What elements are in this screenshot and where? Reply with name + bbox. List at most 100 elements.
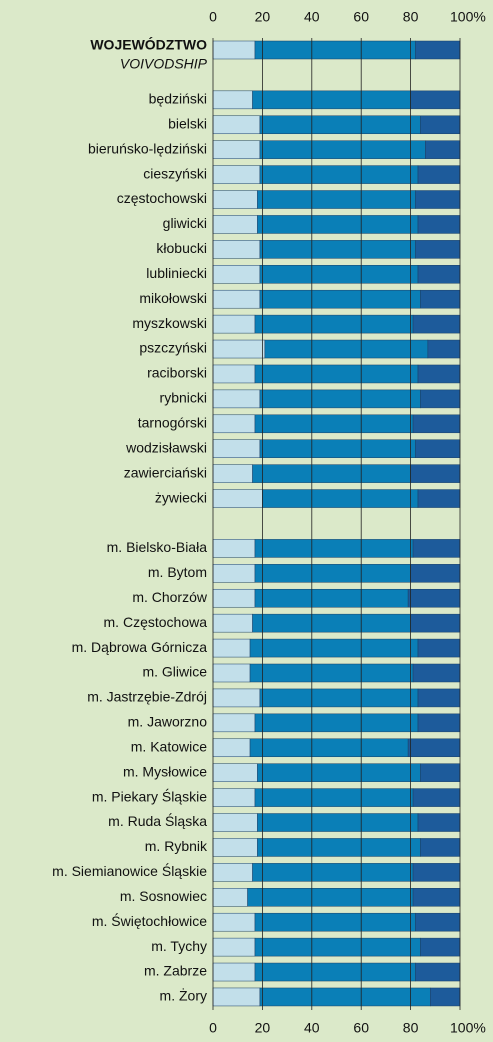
bar-segment (254, 588, 409, 608)
bar-segment (212, 813, 258, 832)
bar-segment (212, 713, 256, 733)
bar-segment (254, 962, 416, 982)
bar-segment (212, 588, 256, 608)
category-label: m. Rybnik (145, 838, 208, 854)
bar-segment (257, 813, 419, 832)
bar-segment (212, 638, 251, 658)
bar-segment (247, 888, 414, 907)
bar-segment (212, 190, 258, 209)
bar-segment (412, 788, 461, 807)
bar-segment (415, 40, 461, 60)
x-tick-label: 20 (255, 9, 271, 25)
category-label: będziński (149, 91, 207, 107)
category-label: mikołowski (139, 290, 207, 306)
x-tick-label: 80 (403, 9, 419, 25)
bar-segment (420, 289, 461, 309)
bar-segment (252, 613, 411, 633)
bar-segment (212, 888, 248, 907)
category-label: m. Siemianowice Śląskie (52, 862, 207, 879)
bar-segment (254, 788, 414, 807)
category-label: bielski (168, 115, 207, 131)
bar-segment (212, 838, 258, 857)
bar-segment (212, 140, 261, 159)
category-label: lubliniecki (146, 265, 207, 281)
bar-segment (259, 115, 421, 135)
x-tick-label: 40 (304, 1020, 320, 1036)
bar-segment (410, 564, 461, 583)
bar-segment (415, 240, 461, 259)
bar-segment (420, 763, 461, 782)
bar-segment (417, 165, 461, 184)
bar-segment (252, 90, 411, 110)
category-label: m. Bielsko-Biała (107, 539, 208, 555)
category-label: m. Mysłowice (123, 763, 207, 779)
bar-segment (407, 588, 461, 608)
category-label: cieszyński (143, 165, 207, 181)
bar-segment (259, 987, 431, 1007)
x-tick-label: 60 (353, 1020, 369, 1036)
bar-segment (420, 115, 461, 135)
bar-segment (412, 863, 461, 882)
category-label: m. Jaworzno (128, 714, 208, 730)
category-label: m. Chorzów (132, 589, 208, 605)
category-label: raciborski (147, 365, 207, 381)
bar-segment (410, 464, 461, 483)
bar-segment (212, 289, 261, 309)
bar-segment (259, 240, 416, 259)
bar-segment (212, 165, 261, 184)
x-tick-label: 20 (255, 1020, 271, 1036)
bar-segment (254, 912, 416, 932)
category-label: m. Piekary Śląskie (92, 787, 207, 804)
category-label: rybnicki (160, 390, 207, 406)
bar-segment (212, 539, 256, 558)
bar-segment (212, 738, 251, 758)
bar-segment (259, 389, 421, 409)
bar-segment (257, 838, 421, 857)
bar-segment (417, 688, 461, 708)
bar-segment (420, 838, 461, 857)
category-label: m. Częstochowa (104, 614, 208, 630)
bar-segment (212, 414, 256, 434)
bar-segment (254, 414, 414, 434)
category-label: m. Żory (160, 987, 207, 1004)
bar-segment (212, 314, 256, 334)
category-label: tarnogórski (138, 415, 207, 431)
bar-segment (259, 688, 419, 708)
bar-segment (417, 713, 461, 733)
x-tick-label: 80 (403, 1020, 419, 1036)
bar-segment (420, 389, 461, 409)
bar-segment (417, 489, 461, 508)
bar-segment (415, 962, 461, 982)
category-label: m. Sosnowiec (120, 888, 207, 904)
category-label: m. Zabrze (144, 963, 207, 979)
category-sublabel: VOIVODSHIP (120, 56, 208, 72)
bar-segment (252, 464, 411, 483)
bar-segment (254, 314, 414, 334)
bar-segment (252, 863, 414, 882)
bar-segment (417, 364, 461, 384)
bar-segment (415, 439, 461, 458)
bar-segment (249, 663, 414, 683)
bar-segment (212, 613, 253, 633)
bar-segment (212, 489, 263, 508)
bar-segment (249, 638, 419, 658)
bar-segment (259, 140, 426, 159)
bar-segment (410, 613, 461, 633)
bar-segment (212, 464, 253, 483)
bar-segment (430, 987, 461, 1007)
x-tick-label: 40 (304, 9, 320, 25)
bar-segment (212, 265, 261, 284)
bar-segment (257, 763, 421, 782)
bar-segment (212, 40, 256, 60)
category-label: m. Tychy (151, 938, 207, 954)
bar-segment (249, 738, 409, 758)
bar-segment (259, 289, 421, 309)
bar-segment (212, 389, 261, 409)
x-tick-label: 100% (450, 9, 486, 25)
bar-segment (410, 90, 461, 110)
bar-segment (212, 763, 258, 782)
bar-segment (212, 339, 266, 359)
category-label: m. Dąbrowa Górnicza (72, 639, 208, 655)
bar-segment (212, 863, 253, 882)
x-tick-label: 60 (353, 9, 369, 25)
